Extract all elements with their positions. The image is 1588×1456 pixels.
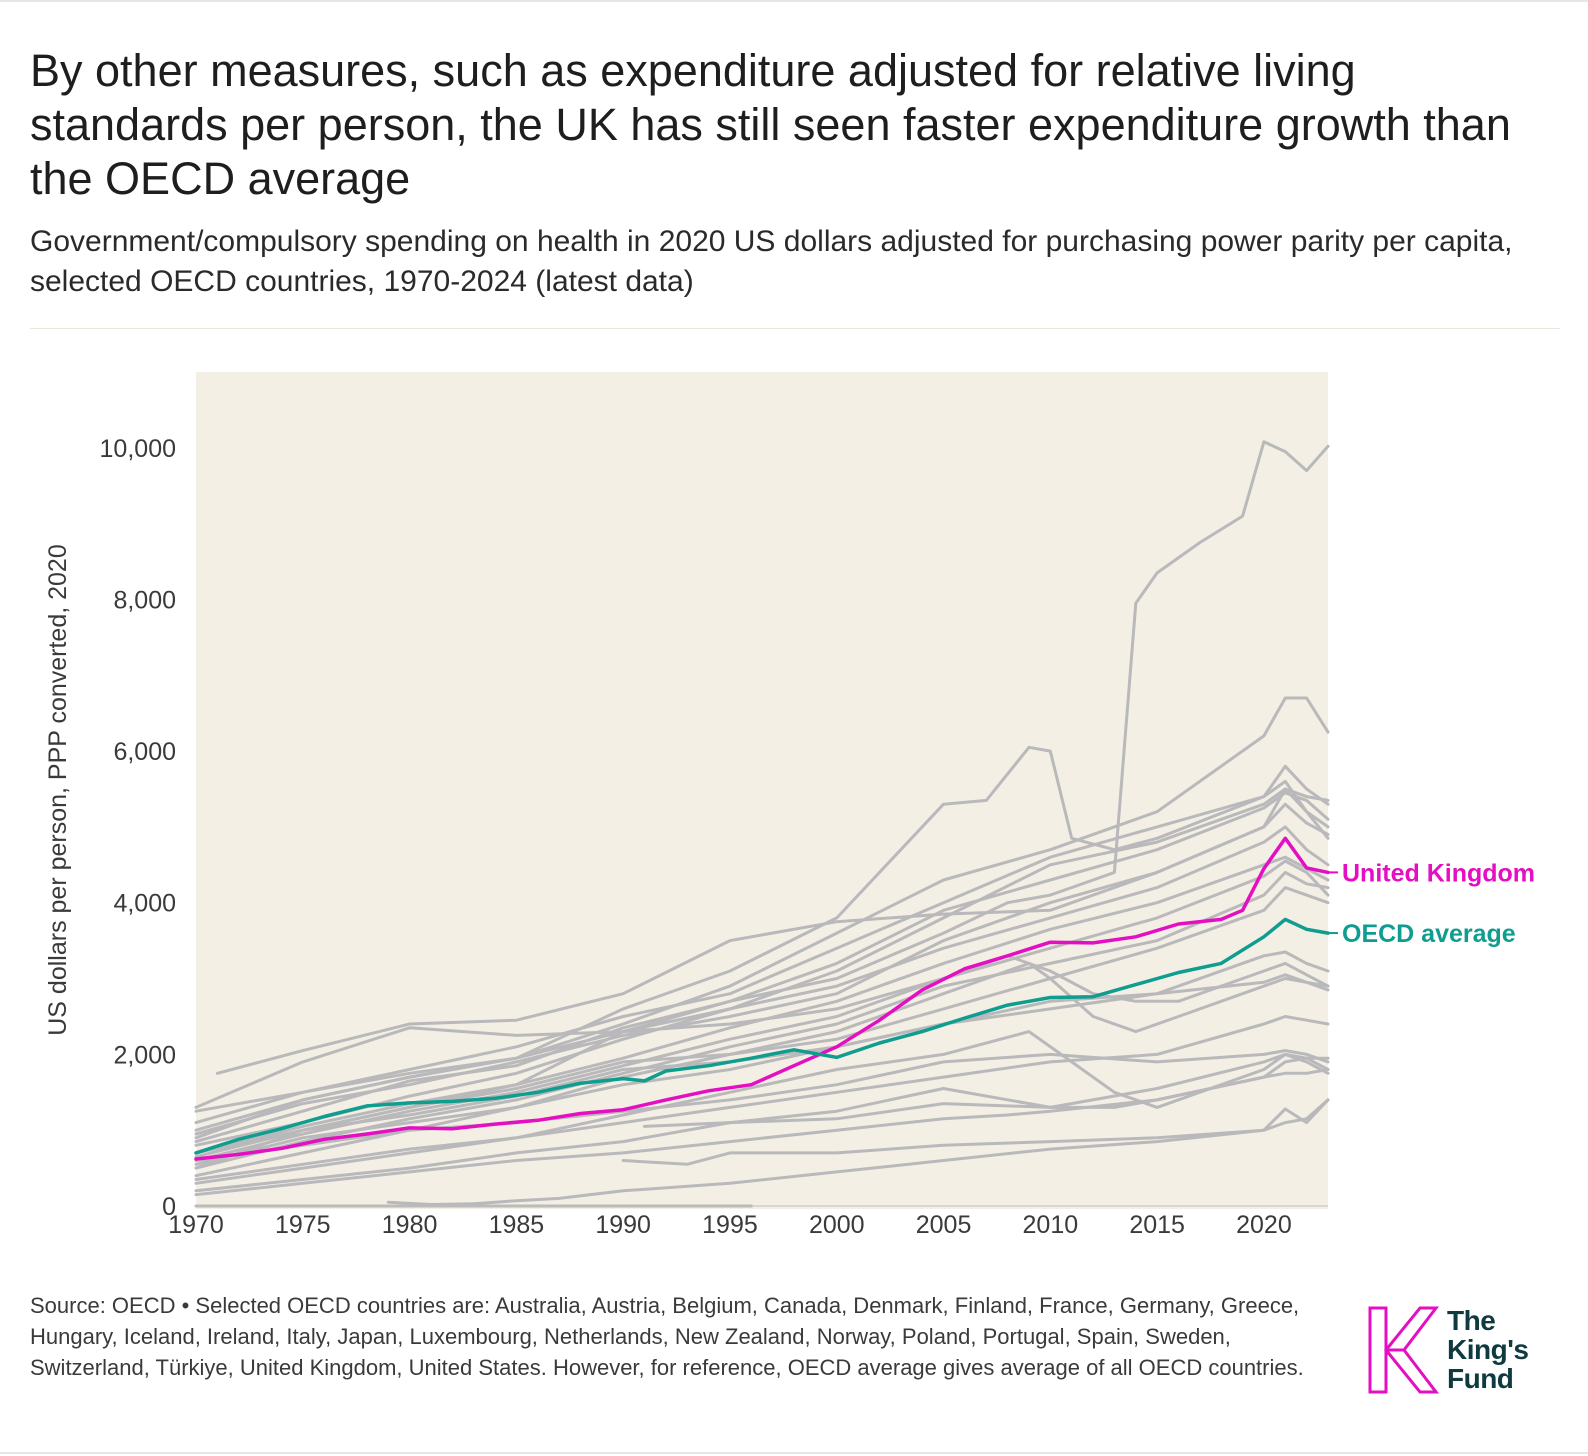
country-line	[194, 1030, 1330, 1185]
country-line	[194, 787, 1330, 1109]
x-axis-ticks: 1970 1975 1980 1985 1990 1995 2000 2005 2010 2015…	[168, 1211, 1292, 1239]
chart-subtitle: Government/compulsory spending on health…	[30, 225, 1513, 298]
country-line	[194, 870, 1330, 1170]
header-divider	[30, 328, 1560, 329]
country-line	[194, 859, 1330, 1162]
kings-fund-k-logo-icon	[1368, 1306, 1440, 1394]
x-tick-label: 2010	[1023, 1211, 1079, 1239]
oecd-average-line	[194, 917, 1330, 1155]
chart-title: By other measures, such as expenditure a…	[30, 45, 1511, 204]
bottom-rule	[0, 1452, 1588, 1454]
x-tick-label: 1990	[595, 1211, 651, 1239]
country-line	[194, 791, 1330, 1144]
x-tick-label: 2015	[1129, 1211, 1185, 1239]
country-line	[621, 1098, 1330, 1166]
kings-fund-wordmark: The King's Fund	[1447, 1305, 1529, 1394]
y-tick-label: 4,000	[113, 890, 176, 918]
y-tick-label: 8,000	[113, 586, 176, 614]
country-line	[194, 696, 1330, 1113]
highlighted-lines	[194, 836, 1330, 1161]
country-line	[194, 1056, 1330, 1197]
logo-line-2: King's	[1447, 1334, 1529, 1365]
y-axis-label: US dollars per person, PPP converted, 20…	[44, 544, 72, 1036]
country-line	[194, 855, 1330, 1155]
oecd-average-label: OECD average	[1342, 920, 1516, 948]
country-line	[386, 1098, 1330, 1206]
line-chart: 0 2,000 4,000 6,000 8,000 10,000 1970 1975 1980…	[44, 372, 1535, 1239]
logo-line-1: The	[1447, 1305, 1496, 1336]
y-tick-label: 2,000	[113, 1041, 176, 1069]
x-tick-label: 1985	[489, 1211, 545, 1239]
plot-background	[196, 372, 1328, 1209]
country-line	[194, 825, 1330, 1147]
country-line	[194, 961, 1330, 1178]
x-tick-label: 2005	[916, 1211, 972, 1239]
united-kingdom-line	[194, 836, 1330, 1161]
y-tick-label: 0	[162, 1193, 176, 1221]
country-line	[643, 1068, 1330, 1128]
x-tick-label: 1980	[382, 1211, 438, 1239]
country-line	[194, 1052, 1330, 1193]
y-axis-ticks: 0 2,000 4,000 6,000 8,000 10,000	[100, 435, 176, 1221]
top-rule	[0, 0, 1588, 2]
country-line	[194, 950, 1330, 1166]
y-tick-label: 6,000	[113, 738, 176, 766]
country-line	[194, 779, 1330, 1125]
y-tick-label: 10,000	[100, 435, 176, 463]
logo-line-3: Fund	[1447, 1363, 1514, 1394]
united-kingdom-label: United Kingdom	[1342, 859, 1535, 887]
series-labels: United Kingdom OECD average	[1328, 859, 1535, 948]
x-tick-label: 2020	[1236, 1211, 1292, 1239]
country-line	[194, 1015, 1330, 1181]
x-tick-label: 1995	[702, 1211, 758, 1239]
source-note: Source: OECD • Selected OECD countries a…	[30, 1293, 1304, 1380]
other-countries-lines	[194, 440, 1330, 1208]
x-tick-label: 2000	[809, 1211, 865, 1239]
x-tick-label: 1975	[275, 1211, 331, 1239]
x-tick-label: 1970	[168, 1211, 224, 1239]
